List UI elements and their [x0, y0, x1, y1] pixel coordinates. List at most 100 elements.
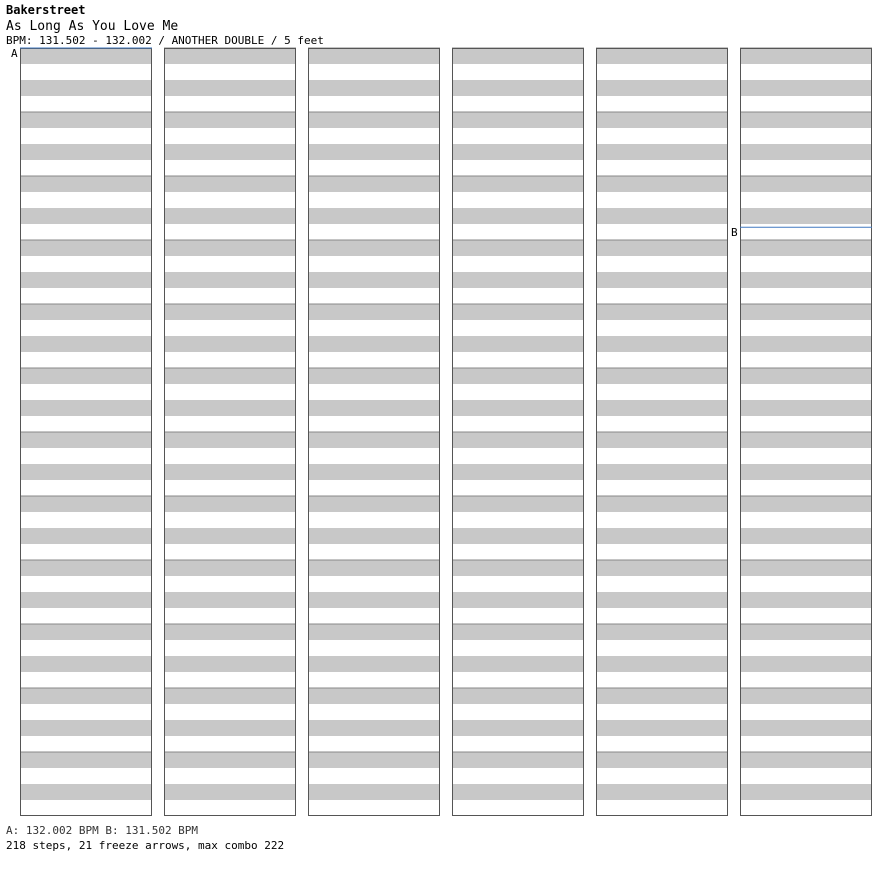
beat-stripe	[20, 720, 152, 736]
beat-stripe	[452, 304, 584, 320]
song-title: As Long As You Love Me	[6, 19, 179, 34]
beat-stripe	[164, 304, 296, 320]
beat-stripe	[20, 784, 152, 800]
beat-stripe	[164, 80, 296, 96]
beat-stripe	[596, 592, 728, 608]
beat-stripe	[20, 496, 152, 512]
beat-stripe	[164, 368, 296, 384]
beat-stripe	[740, 176, 872, 192]
beat-stripe	[596, 752, 728, 768]
beat-stripe	[596, 176, 728, 192]
beat-stripe	[308, 336, 440, 352]
beat-stripe	[308, 464, 440, 480]
beat-stripe	[596, 272, 728, 288]
beat-stripe	[596, 208, 728, 224]
beat-stripe	[20, 400, 152, 416]
beat-stripe	[740, 272, 872, 288]
beat-stripe	[740, 496, 872, 512]
beat-stripe	[596, 496, 728, 512]
beat-stripe	[20, 304, 152, 320]
beat-stripe	[308, 240, 440, 256]
beat-stripe	[308, 400, 440, 416]
chart-column-4	[452, 47, 584, 816]
column-border	[164, 48, 296, 816]
beat-stripe	[452, 432, 584, 448]
beat-stripe	[164, 464, 296, 480]
beat-stripe	[20, 368, 152, 384]
song-artist: Bakerstreet	[6, 3, 86, 17]
chart-column-2	[164, 47, 296, 816]
beat-stripe	[452, 464, 584, 480]
beat-stripe	[20, 48, 152, 64]
beat-stripe	[20, 432, 152, 448]
beat-stripe	[740, 80, 872, 96]
beat-stripe	[740, 560, 872, 576]
beat-stripe	[596, 528, 728, 544]
beat-stripe	[308, 624, 440, 640]
beat-stripe	[452, 272, 584, 288]
beat-stripe	[164, 496, 296, 512]
bpm-change-label: A	[11, 47, 18, 60]
beat-stripe	[596, 48, 728, 64]
beat-stripe	[740, 624, 872, 640]
beat-stripe	[452, 688, 584, 704]
beat-stripe	[20, 112, 152, 128]
beat-stripe	[164, 720, 296, 736]
beat-stripe	[596, 304, 728, 320]
beat-stripe	[20, 528, 152, 544]
beat-stripe	[452, 752, 584, 768]
beat-stripe	[740, 784, 872, 800]
beat-stripe	[164, 48, 296, 64]
beat-stripe	[452, 240, 584, 256]
beat-stripe	[308, 208, 440, 224]
chart-column-1	[20, 47, 152, 816]
beat-stripe	[740, 464, 872, 480]
beat-stripe	[308, 112, 440, 128]
beat-stripe	[164, 336, 296, 352]
beat-stripe	[596, 368, 728, 384]
beat-stripe	[740, 240, 872, 256]
beat-stripe	[452, 400, 584, 416]
beat-stripe	[164, 176, 296, 192]
beat-stripe	[308, 144, 440, 160]
beat-stripe	[308, 688, 440, 704]
beat-stripe	[740, 656, 872, 672]
beat-stripe	[452, 592, 584, 608]
beat-stripe	[596, 560, 728, 576]
beat-stripe	[20, 656, 152, 672]
bpm-change-label: B	[731, 226, 738, 239]
beat-stripe	[308, 592, 440, 608]
beat-stripe	[452, 624, 584, 640]
beat-stripe	[308, 720, 440, 736]
beat-stripe	[740, 304, 872, 320]
beat-stripe	[740, 400, 872, 416]
beat-stripe	[308, 80, 440, 96]
beat-stripe	[164, 528, 296, 544]
beat-stripe	[308, 176, 440, 192]
chart-column-6	[740, 47, 872, 816]
beat-stripe	[20, 336, 152, 352]
beat-stripe	[164, 240, 296, 256]
beat-stripe	[452, 144, 584, 160]
beat-stripe	[452, 560, 584, 576]
beat-stripe	[596, 240, 728, 256]
beat-stripe	[452, 176, 584, 192]
beat-stripe	[740, 688, 872, 704]
beat-stripe	[164, 272, 296, 288]
beat-stripe	[452, 336, 584, 352]
beat-stripe	[452, 528, 584, 544]
beat-stripe	[164, 688, 296, 704]
beat-stripe	[596, 400, 728, 416]
beat-stripe	[308, 656, 440, 672]
beat-stripe	[20, 80, 152, 96]
beat-stripe	[740, 720, 872, 736]
beat-stripe	[596, 144, 728, 160]
beat-stripe	[452, 784, 584, 800]
beat-stripe	[308, 528, 440, 544]
beat-stripe	[20, 592, 152, 608]
beat-stripe	[164, 560, 296, 576]
beat-stripe	[740, 752, 872, 768]
beat-stripe	[308, 272, 440, 288]
beat-stripe	[308, 560, 440, 576]
